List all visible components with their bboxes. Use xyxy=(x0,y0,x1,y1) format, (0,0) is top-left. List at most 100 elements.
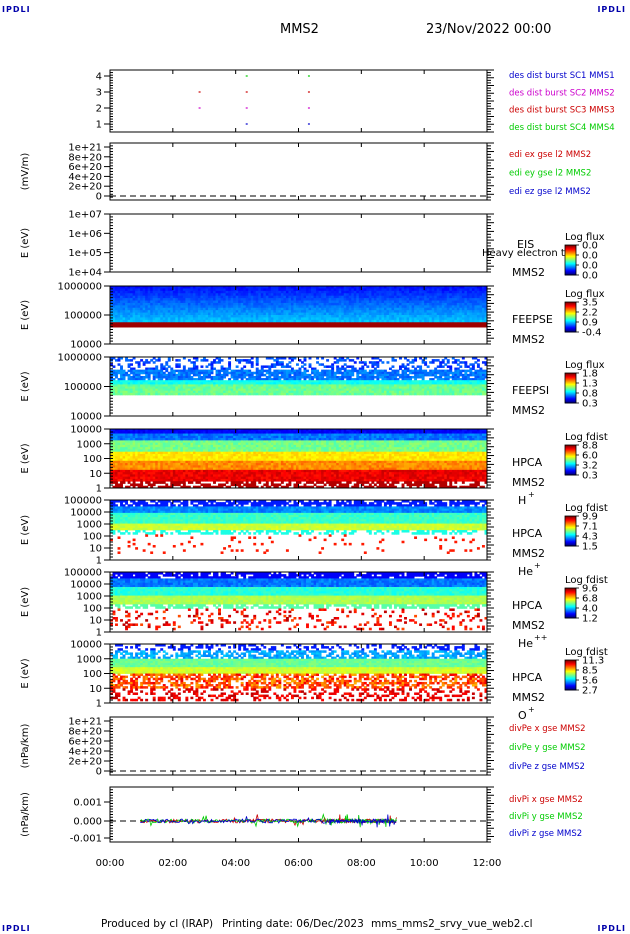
spectrogram-cell xyxy=(280,293,284,297)
spectrogram-cell xyxy=(265,365,269,368)
spectrogram-cell xyxy=(446,319,450,323)
spectrogram-cell xyxy=(162,392,166,396)
spectrogram-cell xyxy=(182,386,186,390)
spectrogram-cell xyxy=(210,298,214,301)
spectrogram-cell xyxy=(381,295,385,299)
spectrogram-cell xyxy=(363,307,367,311)
spectrogram-cell xyxy=(361,286,365,289)
spectrogram-cell xyxy=(461,380,465,383)
spectrogram-cell xyxy=(210,382,214,385)
spectrogram-cell xyxy=(378,315,382,318)
spectrogram-cell xyxy=(145,300,149,304)
spectrogram-cell xyxy=(356,375,360,379)
spectrogram-cell xyxy=(394,310,397,313)
spectrogram-cell xyxy=(338,298,342,301)
spectrogram-cell xyxy=(461,386,465,390)
spectrogram-cell xyxy=(441,286,445,289)
spectrogram-cell xyxy=(197,293,201,297)
spectrogram-cell xyxy=(306,384,309,387)
spectrogram-cell xyxy=(411,312,415,316)
spectrogram-cell xyxy=(185,388,189,392)
spectrogram-cell xyxy=(356,315,360,318)
spectrogram-cell xyxy=(426,317,430,321)
spectrogram-cell xyxy=(313,302,317,306)
spectrogram-cell xyxy=(243,322,247,326)
spectrogram-cell xyxy=(466,322,470,326)
spectrogram-cell xyxy=(275,392,279,396)
spectrogram-cell xyxy=(283,392,287,396)
spectrogram-cell xyxy=(182,324,186,328)
spectrogram-cell xyxy=(318,288,322,292)
spectrogram-cell xyxy=(466,310,470,313)
spectrogram-cell xyxy=(396,324,400,328)
spectrogram-cell xyxy=(115,298,118,301)
spectrogram-cell xyxy=(228,324,232,328)
spectrogram-cell xyxy=(125,302,128,306)
spectrogram-cell xyxy=(323,288,327,292)
spectrogram-cell xyxy=(140,375,144,379)
spectrogram-cell xyxy=(200,302,204,306)
spectrogram-cell xyxy=(399,392,402,396)
spectrogram-cell xyxy=(265,324,269,328)
spectrogram-cell xyxy=(145,315,149,318)
spectrogram-cell xyxy=(358,307,362,311)
spectrogram-cell xyxy=(122,310,126,313)
spectrogram-cell xyxy=(371,307,375,311)
spectrogram-cell xyxy=(187,293,191,297)
spectrogram-cell xyxy=(185,382,189,385)
spectrogram-cell xyxy=(464,286,468,289)
spectrogram-cell xyxy=(142,322,146,326)
spectrogram-cell xyxy=(270,365,274,368)
spectrogram-cell xyxy=(205,380,209,383)
spectrogram-cell xyxy=(471,373,475,377)
spectrogram-cell xyxy=(313,324,317,328)
spectrogram-cell xyxy=(371,361,375,364)
spectrogram-cell xyxy=(311,290,314,294)
spectrogram-cell xyxy=(424,317,428,321)
spectrogram-cell xyxy=(436,359,440,362)
spectrogram-cell xyxy=(260,367,264,371)
spectrogram-cell xyxy=(160,322,164,326)
spectrogram-cell xyxy=(115,388,118,392)
spectrogram-cell xyxy=(414,324,418,328)
spectrogram-cell xyxy=(213,382,216,385)
spectrogram-cell xyxy=(127,390,131,394)
spectrogram-cell xyxy=(303,384,307,387)
spectrogram-cell xyxy=(419,371,423,375)
spectrogram-cell xyxy=(180,392,184,396)
spectrogram-cell xyxy=(439,373,443,377)
spectrogram-cell xyxy=(288,386,292,390)
spectrogram-cell xyxy=(220,367,224,371)
spectrogram-cell xyxy=(356,392,360,396)
spectrogram-cell xyxy=(223,302,227,306)
spectrogram-cell xyxy=(155,324,159,328)
spectrogram-cell xyxy=(270,286,274,289)
spectrogram-cell xyxy=(328,386,332,390)
spectrogram-cell xyxy=(348,359,352,362)
spectrogram-cell xyxy=(120,365,123,368)
spectrogram-cell xyxy=(293,298,297,301)
spectrogram-cell xyxy=(112,382,116,385)
spectrogram-cell xyxy=(265,293,269,297)
spectrogram-cell xyxy=(449,319,453,323)
spectrogram-cell xyxy=(288,300,292,304)
spectrogram-cell xyxy=(238,386,242,390)
spectrogram-cell xyxy=(195,386,199,390)
spectrogram-cell xyxy=(318,315,322,318)
spectrogram-cell xyxy=(165,388,169,392)
spectrogram-cell xyxy=(120,295,123,299)
spectrogram-cell xyxy=(230,324,234,328)
spectrogram-cell xyxy=(208,312,211,316)
eis-colorbar-swatch xyxy=(565,261,576,263)
spectrogram-cell xyxy=(220,286,224,289)
spectrogram-cell xyxy=(185,315,189,318)
spectrogram-cell xyxy=(137,290,141,294)
spectrogram-cell xyxy=(270,293,274,297)
spectrogram-cell xyxy=(399,302,402,306)
spectrogram-cell xyxy=(434,384,438,387)
spectrogram-cell xyxy=(449,371,453,375)
spectrogram-cell xyxy=(185,298,189,301)
spectrogram-cell xyxy=(185,293,189,297)
spectrogram-cell xyxy=(295,386,299,390)
spectrogram-cell xyxy=(278,375,282,379)
